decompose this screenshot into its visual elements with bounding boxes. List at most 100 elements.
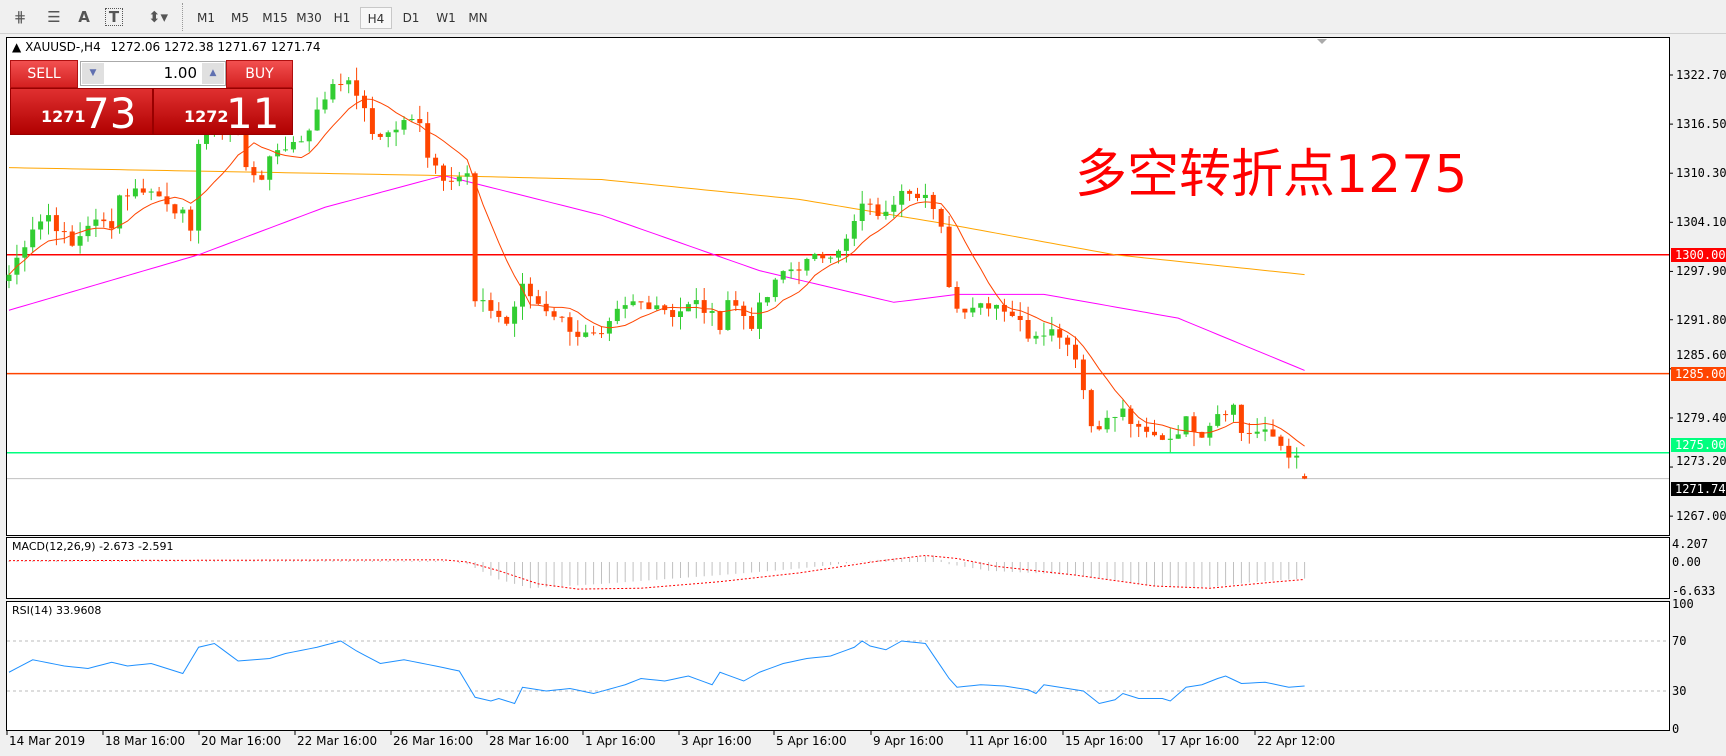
- price-axis-label: 1310.30: [1676, 166, 1726, 181]
- candle-body: [1009, 311, 1015, 316]
- lot-size-field[interactable]: ▼ 1.00 ▲: [80, 61, 226, 86]
- lot-increase-icon[interactable]: ▲: [202, 63, 224, 84]
- candle-body: [520, 283, 525, 307]
- candle-body: [986, 303, 992, 309]
- candle-body: [496, 310, 502, 317]
- timeframe-w1[interactable]: W1: [436, 11, 456, 25]
- candle-body: [77, 236, 83, 246]
- candle-body: [978, 303, 984, 308]
- candle-body: [1096, 426, 1102, 430]
- candle-body: [962, 308, 968, 313]
- time-axis-label: 18 Mar 16:00: [105, 734, 186, 748]
- timeframe-mn[interactable]: MN: [468, 11, 488, 25]
- timeframe-m15[interactable]: M15: [262, 11, 288, 25]
- candle-body: [851, 220, 857, 239]
- sell-price-pips: 73: [83, 89, 137, 138]
- rsi-panel[interactable]: [6, 601, 1670, 731]
- ma-mid-line: [8, 175, 1305, 371]
- candle-body: [670, 310, 676, 318]
- macd-axis-label: 4.207: [1672, 536, 1709, 551]
- candle-body: [820, 253, 826, 259]
- candle-body: [377, 133, 383, 137]
- time-axis-label: 22 Mar 16:00: [297, 734, 378, 748]
- candle-body: [180, 209, 186, 214]
- candle-body: [283, 149, 288, 151]
- candle-body: [678, 311, 683, 318]
- text-icon[interactable]: A: [78, 8, 90, 26]
- candle-body: [290, 141, 296, 150]
- candle-body: [1128, 408, 1134, 424]
- chart-header: ▲ XAUUSD-,H4 1272.06 1272.38 1271.67 127…: [12, 40, 320, 54]
- candle-body: [448, 180, 454, 182]
- candle-body: [1025, 320, 1031, 339]
- candle-body: [875, 204, 881, 216]
- time-axis-label: 11 Apr 16:00: [969, 734, 1048, 748]
- timeframe-m30[interactable]: M30: [296, 11, 322, 25]
- time-axis-label: 20 Mar 16:00: [201, 734, 282, 748]
- candle-body: [954, 286, 960, 309]
- candle-body: [512, 306, 518, 324]
- timeframe-m5[interactable]: M5: [231, 11, 249, 25]
- buy-price-button[interactable]: 1272 11: [153, 88, 293, 138]
- price-axis-label: 1304.10: [1676, 215, 1726, 230]
- candle-body: [322, 99, 328, 110]
- candle-body: [701, 300, 707, 313]
- annotation-text[interactable]: 多空转折点1275: [1075, 145, 1468, 205]
- time-axis-label: 26 Mar 16:00: [393, 734, 474, 748]
- candle-body: [527, 283, 533, 297]
- timeframe-d1[interactable]: D1: [402, 11, 420, 25]
- macd-panel[interactable]: [6, 537, 1670, 599]
- candle-body: [1112, 416, 1118, 418]
- candle-body: [1175, 434, 1181, 439]
- candle-body: [417, 118, 423, 124]
- candle-body: [551, 311, 557, 317]
- timeframe-m1[interactable]: M1: [197, 11, 215, 25]
- lot-value[interactable]: 1.00: [163, 64, 197, 82]
- timeframe-h4[interactable]: H4: [360, 7, 392, 29]
- collapse-triangle-icon[interactable]: ▲: [12, 40, 22, 54]
- macd-label: MACD(12,26,9) -2.673 -2.591: [12, 540, 174, 553]
- price-axis-label: 1322.70: [1676, 68, 1726, 82]
- fibonacci-icon[interactable]: ☰: [47, 8, 61, 26]
- candle-body: [1167, 438, 1173, 440]
- rsi-axis-label: 100: [1672, 596, 1694, 611]
- candle-body: [385, 132, 391, 137]
- candle-body: [251, 167, 257, 176]
- candle-body: [1183, 416, 1189, 435]
- price-axis-label: 1316.50: [1676, 117, 1726, 132]
- elliott-wave-icon[interactable]: ⋕: [13, 8, 27, 26]
- candle-body: [464, 173, 470, 177]
- text-label-icon[interactable]: T: [105, 8, 123, 26]
- candle-body: [148, 191, 154, 193]
- lot-decrease-icon[interactable]: ▼: [82, 63, 104, 84]
- candle-body: [61, 231, 67, 233]
- candle-body: [93, 219, 99, 226]
- candle-body: [314, 109, 320, 131]
- candle-body: [883, 211, 889, 216]
- candle-body: [132, 188, 138, 197]
- candle-body: [606, 321, 612, 334]
- time-axis-label: 17 Apr 16:00: [1161, 734, 1240, 748]
- sell-price-main: 1271: [41, 107, 86, 126]
- candle-body: [1207, 425, 1213, 438]
- time-axis-label: 14 Mar 2019: [9, 734, 86, 748]
- candle-body: [354, 80, 360, 96]
- candle-body: [69, 231, 75, 246]
- candle-body: [1159, 435, 1165, 440]
- candle-body: [306, 130, 312, 142]
- candle-body: [1152, 431, 1157, 436]
- candle-body: [709, 311, 715, 313]
- sell-price-button[interactable]: 1271 73: [10, 88, 153, 138]
- candle-body: [717, 311, 723, 330]
- candle-body: [1144, 426, 1150, 432]
- toolbar-separator: [182, 3, 184, 31]
- ma-fast-line: [8, 98, 1305, 447]
- rsi-line: [8, 640, 1305, 705]
- arrows-icon[interactable]: ⬍▾: [147, 8, 169, 26]
- candle-body: [1270, 429, 1276, 437]
- buy-button[interactable]: BUY: [226, 60, 293, 88]
- candle-body: [741, 305, 747, 316]
- sell-button[interactable]: SELL: [10, 60, 78, 88]
- timeframe-h1[interactable]: H1: [333, 11, 351, 25]
- candle-body: [1041, 335, 1047, 337]
